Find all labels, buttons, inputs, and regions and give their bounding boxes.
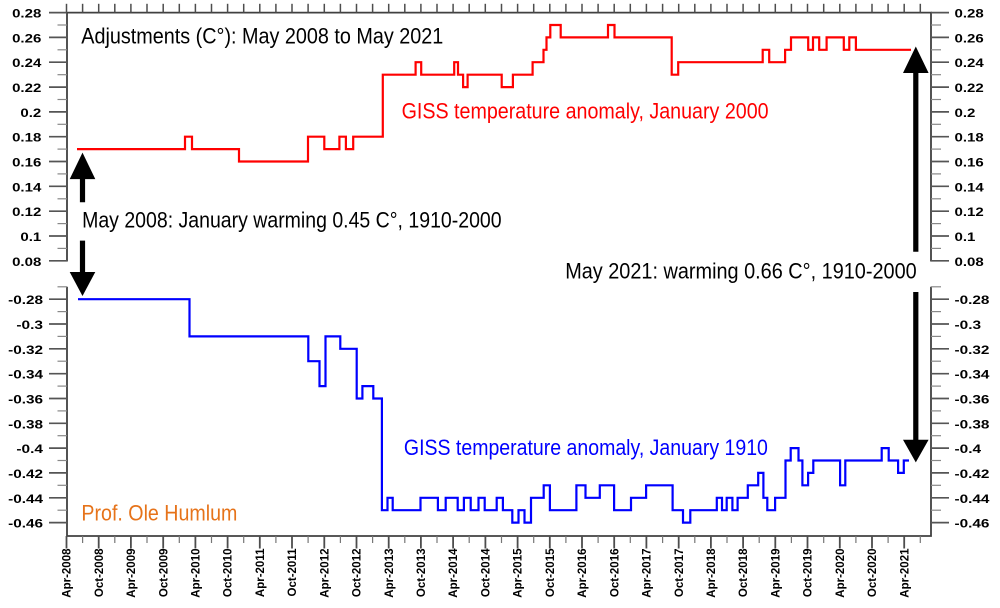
svg-text:Oct-2017: Oct-2017 bbox=[674, 549, 686, 598]
svg-text:Oct-2019: Oct-2019 bbox=[803, 549, 815, 598]
svg-text:-0.38: -0.38 bbox=[955, 417, 990, 431]
svg-text:0.1: 0.1 bbox=[20, 230, 41, 244]
svg-text:-0.36: -0.36 bbox=[8, 393, 43, 407]
svg-text:Apr-2011: Apr-2011 bbox=[255, 548, 267, 597]
svg-text:Apr-2018: Apr-2018 bbox=[706, 548, 718, 598]
svg-text:Oct-2020: Oct-2020 bbox=[867, 549, 879, 598]
svg-text:Prof. Ole Humlum: Prof. Ole Humlum bbox=[81, 500, 237, 525]
svg-text:Adjustments (C°): May 2008 to: Adjustments (C°): May 2008 to May 2021 bbox=[81, 23, 443, 48]
svg-text:Oct-2014: Oct-2014 bbox=[481, 548, 493, 597]
svg-text:-0.3: -0.3 bbox=[16, 318, 43, 332]
svg-text:-0.46: -0.46 bbox=[955, 517, 990, 531]
svg-text:0.2: 0.2 bbox=[20, 106, 41, 120]
svg-text:0.24: 0.24 bbox=[955, 56, 985, 70]
svg-text:Apr-2013: Apr-2013 bbox=[384, 549, 396, 598]
svg-text:-0.46: -0.46 bbox=[8, 517, 43, 531]
svg-text:0.24: 0.24 bbox=[12, 56, 42, 70]
svg-text:0.28: 0.28 bbox=[12, 7, 42, 21]
svg-text:Apr-2012: Apr-2012 bbox=[319, 549, 331, 598]
svg-text:-0.28: -0.28 bbox=[955, 293, 990, 307]
svg-text:0.26: 0.26 bbox=[12, 31, 42, 45]
svg-text:-0.44: -0.44 bbox=[955, 492, 990, 506]
svg-text:Apr-2021: Apr-2021 bbox=[899, 548, 911, 598]
svg-text:Oct-2010: Oct-2010 bbox=[223, 549, 235, 598]
svg-text:-0.34: -0.34 bbox=[955, 368, 990, 382]
svg-text:0.12: 0.12 bbox=[12, 205, 42, 219]
svg-text:0.18: 0.18 bbox=[955, 131, 985, 145]
svg-text:0.28: 0.28 bbox=[955, 7, 985, 21]
svg-text:0.16: 0.16 bbox=[12, 156, 42, 170]
svg-text:0.22: 0.22 bbox=[955, 81, 985, 95]
svg-text:-0.38: -0.38 bbox=[8, 417, 43, 431]
svg-text:-0.32: -0.32 bbox=[8, 343, 43, 357]
svg-text:Apr-2019: Apr-2019 bbox=[770, 549, 782, 598]
svg-text:-0.36: -0.36 bbox=[955, 393, 990, 407]
svg-text:Apr-2020: Apr-2020 bbox=[835, 549, 847, 598]
svg-text:0.12: 0.12 bbox=[955, 205, 985, 219]
svg-text:-0.32: -0.32 bbox=[955, 343, 990, 357]
svg-text:0.08: 0.08 bbox=[955, 255, 985, 269]
svg-text:0.26: 0.26 bbox=[955, 31, 985, 45]
svg-text:0.14: 0.14 bbox=[12, 180, 42, 194]
svg-text:Oct-2018: Oct-2018 bbox=[738, 548, 750, 597]
svg-text:Oct-2008: Oct-2008 bbox=[94, 548, 106, 597]
svg-text:May 2008: January warming 0.45: May 2008: January warming 0.45 C°, 1910-… bbox=[82, 208, 502, 233]
svg-text:-0.44: -0.44 bbox=[8, 492, 43, 506]
svg-text:-0.4: -0.4 bbox=[16, 442, 43, 456]
svg-text:Oct-2011: Oct-2011 bbox=[287, 548, 299, 597]
svg-text:GISS temperature anomaly, Janu: GISS temperature anomaly, January 2000 bbox=[402, 98, 769, 123]
svg-text:Oct-2012: Oct-2012 bbox=[352, 549, 364, 598]
svg-text:Apr-2015: Apr-2015 bbox=[513, 548, 525, 598]
svg-text:Oct-2009: Oct-2009 bbox=[158, 549, 170, 598]
svg-text:-0.34: -0.34 bbox=[8, 368, 43, 382]
svg-text:Apr-2009: Apr-2009 bbox=[126, 549, 138, 598]
svg-text:-0.42: -0.42 bbox=[955, 467, 990, 481]
svg-text:0.14: 0.14 bbox=[955, 180, 985, 194]
svg-text:Apr-2016: Apr-2016 bbox=[577, 549, 589, 598]
svg-text:0.18: 0.18 bbox=[12, 131, 42, 145]
svg-text:Apr-2008: Apr-2008 bbox=[62, 548, 74, 598]
svg-text:Apr-2017: Apr-2017 bbox=[642, 549, 654, 598]
svg-text:Oct-2015: Oct-2015 bbox=[545, 548, 557, 597]
svg-text:0.2: 0.2 bbox=[955, 106, 976, 120]
svg-text:Apr-2014: Apr-2014 bbox=[448, 548, 460, 598]
svg-text:Oct-2016: Oct-2016 bbox=[609, 549, 621, 598]
svg-text:Oct-2013: Oct-2013 bbox=[416, 549, 428, 598]
svg-text:-0.4: -0.4 bbox=[955, 442, 982, 456]
svg-text:0.22: 0.22 bbox=[12, 81, 42, 95]
svg-text:-0.3: -0.3 bbox=[955, 318, 982, 332]
svg-text:May 2021: warming 0.66 C°, 191: May 2021: warming 0.66 C°, 1910-2000 bbox=[565, 259, 917, 284]
svg-text:Apr-2010: Apr-2010 bbox=[191, 549, 203, 598]
svg-text:-0.42: -0.42 bbox=[8, 467, 43, 481]
svg-text:0.1: 0.1 bbox=[955, 230, 976, 244]
svg-text:GISS temperature anomaly, Janu: GISS temperature anomaly, January 1910 bbox=[404, 435, 768, 460]
svg-text:0.08: 0.08 bbox=[12, 255, 42, 269]
svg-text:0.16: 0.16 bbox=[955, 156, 985, 170]
svg-text:-0.28: -0.28 bbox=[8, 293, 43, 307]
